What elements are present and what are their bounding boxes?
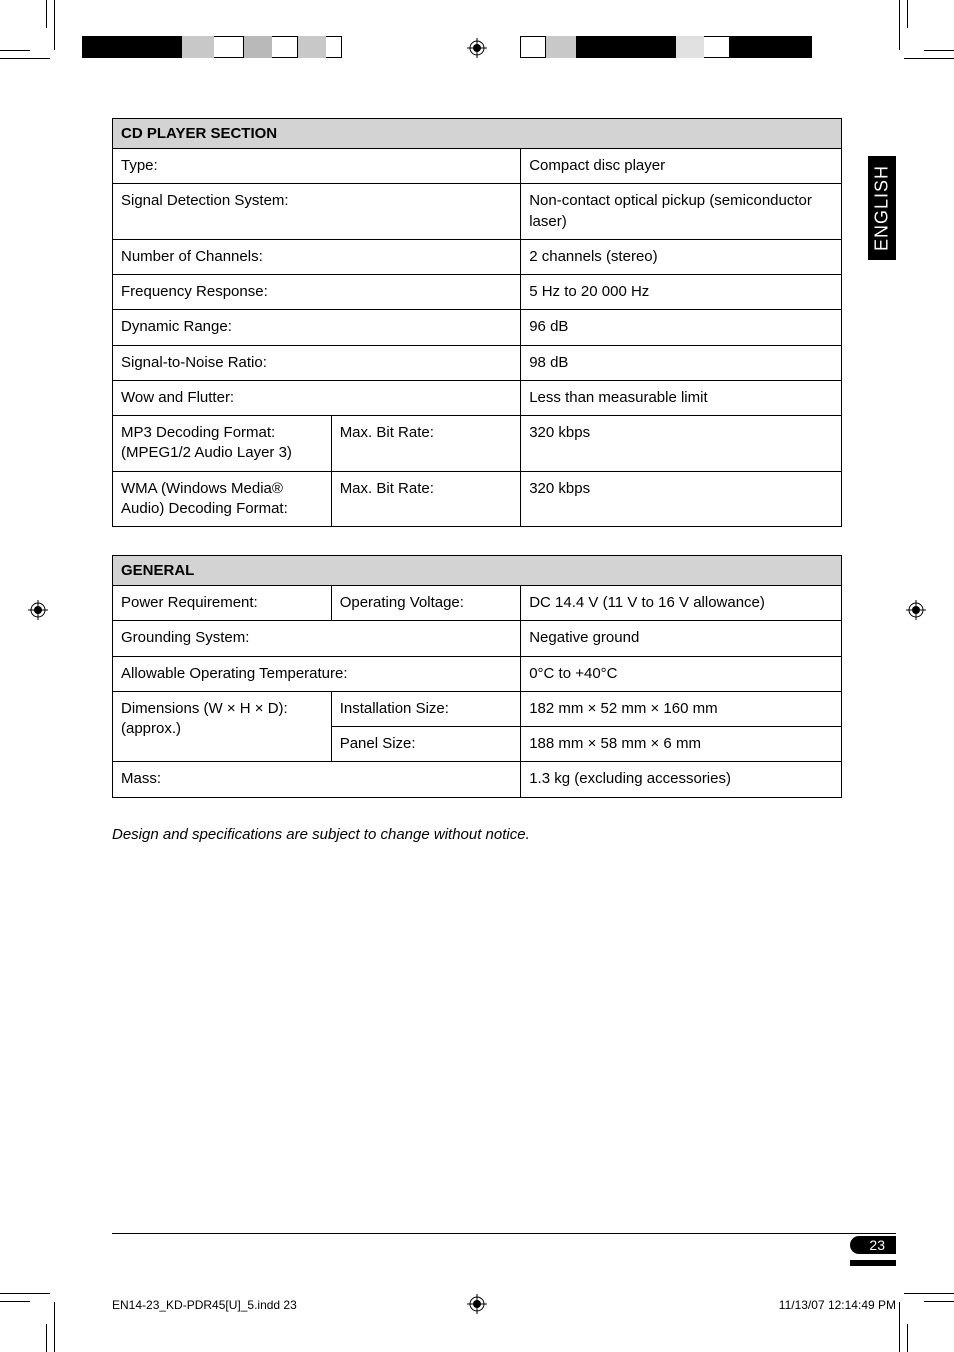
spec-label: Signal-to-Noise Ratio: xyxy=(113,345,521,380)
crop-mark xyxy=(0,58,50,59)
spec-label: WMA (Windows Media® Audio) Decoding Form… xyxy=(113,471,332,527)
spec-label: Dimensions (W × H × D): (approx.) xyxy=(113,691,332,762)
spec-sublabel: Max. Bit Rate: xyxy=(331,416,521,472)
spec-label: Wow and Flutter: xyxy=(113,380,521,415)
spec-value: Compact disc player xyxy=(521,149,842,184)
spec-value: Non-contact optical pickup (semiconducto… xyxy=(521,184,842,240)
spec-value: 188 mm × 58 mm × 6 mm xyxy=(521,727,842,762)
registration-mark-icon xyxy=(906,600,926,620)
spec-sublabel: Max. Bit Rate: xyxy=(331,471,521,527)
spec-value: 1.3 kg (excluding accessories) xyxy=(521,762,842,797)
crop-mark xyxy=(899,1302,900,1352)
crop-mark xyxy=(46,1324,47,1352)
crop-mark xyxy=(54,0,55,50)
page-number: 23 xyxy=(840,1236,896,1254)
crop-mark xyxy=(46,0,47,28)
language-tab: ENGLISH xyxy=(868,156,896,260)
spec-value: 96 dB xyxy=(521,310,842,345)
spec-value: 320 kbps xyxy=(521,471,842,527)
crop-mark xyxy=(924,50,954,51)
footer-file: EN14-23_KD-PDR45[U]_5.indd 23 xyxy=(112,1298,297,1312)
footer-rule xyxy=(112,1233,896,1234)
table-header-general: GENERAL xyxy=(113,556,842,586)
table-header-cd: CD PLAYER SECTION xyxy=(113,119,842,149)
main-content: CD PLAYER SECTION Type: Compact disc pla… xyxy=(112,118,842,858)
spec-value: DC 14.4 V (11 V to 16 V allowance) xyxy=(521,586,842,621)
crop-mark xyxy=(0,1301,30,1302)
spec-label: Mass: xyxy=(113,762,521,797)
crop-mark xyxy=(907,0,908,28)
table-cd-player: CD PLAYER SECTION Type: Compact disc pla… xyxy=(112,118,842,527)
accent-bar xyxy=(850,1260,896,1266)
registration-mark-icon xyxy=(467,38,487,58)
spec-value: Less than measurable limit xyxy=(521,380,842,415)
spec-value: 98 dB xyxy=(521,345,842,380)
spec-value: 320 kbps xyxy=(521,416,842,472)
spec-value: Negative ground xyxy=(521,621,842,656)
crop-mark xyxy=(0,50,30,51)
spec-label: Frequency Response: xyxy=(113,275,521,310)
spec-label: Dynamic Range: xyxy=(113,310,521,345)
crop-mark xyxy=(54,1302,55,1352)
crop-mark xyxy=(899,0,900,50)
crop-mark xyxy=(907,1324,908,1352)
spec-label: MP3 Decoding Format: (MPEG1/2 Audio Laye… xyxy=(113,416,332,472)
colorbar-left xyxy=(82,36,342,58)
spec-sublabel: Panel Size: xyxy=(331,727,521,762)
footer: EN14-23_KD-PDR45[U]_5.indd 23 11/13/07 1… xyxy=(112,1298,896,1312)
footer-timestamp: 11/13/07 12:14:49 PM xyxy=(779,1298,896,1312)
spec-value: 182 mm × 52 mm × 160 mm xyxy=(521,691,842,726)
colorbar-right xyxy=(520,36,812,58)
crop-mark xyxy=(0,1293,50,1294)
spec-label: Grounding System: xyxy=(113,621,521,656)
crop-mark xyxy=(904,58,954,59)
spec-label: Number of Channels: xyxy=(113,239,521,274)
spec-value: 5 Hz to 20 000 Hz xyxy=(521,275,842,310)
spec-sublabel: Installation Size: xyxy=(331,691,521,726)
spec-label: Allowable Operating Temperature: xyxy=(113,656,521,691)
spec-label: Power Requirement: xyxy=(113,586,332,621)
crop-mark xyxy=(924,1301,954,1302)
spec-value: 2 channels (stereo) xyxy=(521,239,842,274)
change-notice: Design and specifications are subject to… xyxy=(112,826,842,843)
crop-mark xyxy=(904,1293,954,1294)
spec-label: Type: xyxy=(113,149,521,184)
spec-sublabel: Operating Voltage: xyxy=(331,586,521,621)
table-general: GENERAL Power Requirement: Operating Vol… xyxy=(112,555,842,798)
registration-mark-icon xyxy=(28,600,48,620)
spec-label: Signal Detection System: xyxy=(113,184,521,240)
spec-value: 0°C to +40°C xyxy=(521,656,842,691)
